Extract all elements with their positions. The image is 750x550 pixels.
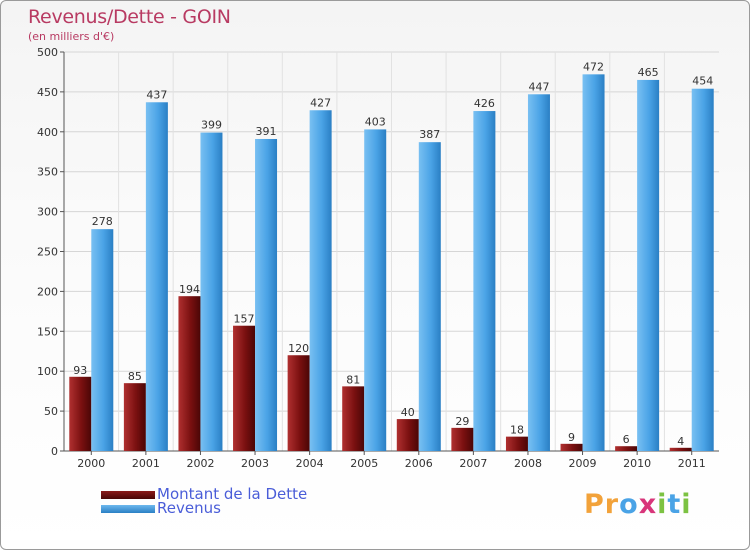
bar-debt-2002 [178,296,201,451]
bar-revenue-2011 [691,88,714,451]
legend-swatch-revenue [101,505,155,513]
legend-label-revenue: Revenus [157,499,221,517]
logo-letter: t [667,489,682,520]
data-label-revenue-2005: 403 [365,115,386,128]
data-label-debt-2001: 85 [128,370,142,383]
x-tick-label: 2004 [296,457,324,470]
y-tick-label: 350 [37,166,58,179]
bar-debt-2008 [505,436,528,451]
data-label-debt-2006: 40 [401,406,415,419]
logo-letter: i [681,489,692,520]
bars [69,74,714,452]
data-label-debt-2011: 4 [677,435,684,448]
data-label-revenue-2000: 278 [92,215,113,228]
bar-debt-2011 [669,447,692,451]
y-tick-label: 500 [37,46,58,59]
y-tick-label: 0 [51,445,58,458]
bar-debt-2007 [451,427,474,451]
bar-revenue-2007 [473,111,496,451]
data-label-revenue-2003: 391 [256,125,277,138]
x-tick-label: 2010 [623,457,651,470]
y-tick-label: 250 [37,246,58,259]
x-tick-label: 2008 [514,457,542,470]
data-label-revenue-2001: 437 [146,88,167,101]
x-tick-label: 2005 [350,457,378,470]
x-tick-label: 2001 [132,457,160,470]
y-tick-label: 50 [44,405,58,418]
bar-revenue-2002 [200,132,223,451]
data-label-revenue-2004: 427 [310,96,331,109]
bar-revenue-2006 [418,142,441,451]
data-label-debt-2004: 120 [288,342,309,355]
x-tick-label: 2000 [77,457,105,470]
bar-revenue-2003 [255,138,278,451]
y-tick-label: 300 [37,206,58,219]
bar-debt-2003 [233,325,256,451]
bar-debt-2001 [123,383,146,451]
data-label-debt-2002: 194 [179,283,200,296]
data-label-debt-2009: 9 [568,431,575,444]
chart-title: Revenus/Dette - GOIN [28,6,231,28]
x-tick-label: 2006 [405,457,433,470]
chart-subtitle: (en milliers d'€) [28,30,115,43]
proxiti-logo: Proxiti [584,489,692,520]
legend-swatch-debt [101,491,155,499]
bar-debt-2009 [560,443,583,451]
bar-debt-2005 [342,386,365,451]
data-label-debt-2010: 6 [623,433,630,446]
data-label-revenue-2010: 465 [638,66,659,79]
bar-revenue-2004 [309,110,332,451]
data-label-debt-2007: 29 [455,415,469,428]
data-label-revenue-2008: 447 [528,80,549,93]
data-label-revenue-2002: 399 [201,119,222,132]
bar-debt-2010 [615,446,638,451]
y-tick-label: 100 [37,365,58,378]
axes: 0 50 100 150 200 250 300 350 400 450 500 2000 2001 20… [37,46,719,470]
data-label-revenue-2011: 454 [692,75,713,88]
data-label-revenue-2006: 387 [419,128,440,141]
legend-label-debt: Montant de la Dette [157,485,308,503]
logo-letter: i [657,489,668,520]
bar-debt-2006 [396,419,419,451]
bar-revenue-2009 [582,74,605,452]
logo-letter: P [584,489,605,520]
x-tick-label: 2002 [186,457,214,470]
x-tick-label: 2007 [459,457,487,470]
logo-letter: o [619,489,639,520]
y-tick-label: 200 [37,285,58,298]
y-tick-label: 450 [37,86,58,99]
bar-revenue-2008 [527,94,550,451]
bar-revenue-2005 [364,129,387,451]
x-tick-label: 2003 [241,457,269,470]
logo-letter: r [604,489,620,520]
data-label-debt-2003: 157 [234,313,255,326]
bar-revenue-2010 [637,79,660,452]
x-tick-label: 2009 [569,457,597,470]
data-labels: 93 278 85 437 194 399 157 391 120 427 81 403 40 387 29… [73,60,713,447]
data-label-revenue-2007: 426 [474,97,495,110]
bar-revenue-2001 [145,102,168,452]
data-label-debt-2005: 81 [346,373,360,386]
bar-debt-2000 [69,376,92,451]
bar-debt-2004 [287,355,310,451]
y-tick-label: 400 [37,126,58,139]
y-tick-label: 150 [37,325,58,338]
logo-letter: x [638,489,658,520]
data-label-debt-2008: 18 [510,424,524,437]
bar-revenue-2000 [91,229,114,451]
data-label-debt-2000: 93 [73,364,87,377]
grid-lines [64,51,719,451]
data-label-revenue-2009: 472 [583,60,604,73]
x-tick-label: 2011 [678,457,706,470]
